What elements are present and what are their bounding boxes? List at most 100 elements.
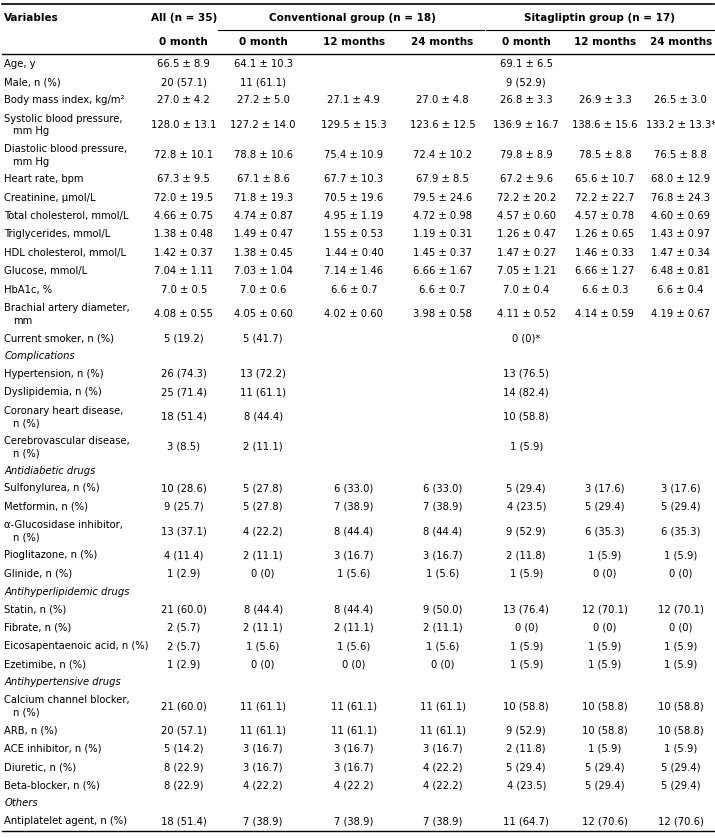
Text: 3 (16.7): 3 (16.7) [334, 763, 374, 773]
Text: Conventional group (n = 18): Conventional group (n = 18) [269, 13, 435, 23]
Text: 1 (5.6): 1 (5.6) [247, 641, 280, 651]
Text: 26.9 ± 3.3: 26.9 ± 3.3 [578, 96, 631, 106]
Text: Glinide, n (%): Glinide, n (%) [4, 569, 72, 579]
Text: 3 (16.7): 3 (16.7) [334, 744, 374, 754]
Text: 4 (22.2): 4 (22.2) [423, 781, 463, 791]
Text: 10 (58.8): 10 (58.8) [503, 411, 549, 422]
Text: 72.8 ± 10.1: 72.8 ± 10.1 [154, 150, 213, 160]
Text: 11 (61.1): 11 (61.1) [240, 726, 286, 736]
Text: 11 (61.1): 11 (61.1) [420, 701, 465, 711]
Text: Age, y: Age, y [4, 59, 36, 69]
Text: Systolic blood pressure,: Systolic blood pressure, [4, 114, 123, 124]
Text: 13 (37.1): 13 (37.1) [161, 526, 207, 536]
Text: 10 (58.8): 10 (58.8) [582, 701, 628, 711]
Text: 4.08 ± 0.55: 4.08 ± 0.55 [154, 309, 213, 319]
Text: 1.43 ± 0.97: 1.43 ± 0.97 [651, 230, 710, 240]
Text: 4.57 ± 0.60: 4.57 ± 0.60 [497, 211, 556, 221]
Text: 6 (33.0): 6 (33.0) [423, 484, 462, 494]
Text: 5 (29.4): 5 (29.4) [585, 763, 625, 773]
Text: 12 (70.6): 12 (70.6) [582, 816, 628, 826]
Text: 13 (72.2): 13 (72.2) [240, 369, 286, 379]
Text: 72.4 ± 10.2: 72.4 ± 10.2 [413, 150, 472, 160]
Text: 7.0 ± 0.4: 7.0 ± 0.4 [503, 285, 549, 295]
Text: 0 month: 0 month [159, 37, 208, 47]
Text: 20 (57.1): 20 (57.1) [161, 77, 207, 87]
Text: 24 months: 24 months [411, 37, 474, 47]
Text: 1.47 ± 0.34: 1.47 ± 0.34 [651, 248, 710, 258]
Text: n (%): n (%) [13, 448, 39, 458]
Text: 10 (58.8): 10 (58.8) [503, 701, 549, 711]
Text: Ezetimibe, n (%): Ezetimibe, n (%) [4, 660, 87, 670]
Text: 72.0 ± 19.5: 72.0 ± 19.5 [154, 193, 213, 203]
Text: mm Hg: mm Hg [13, 127, 49, 137]
Text: 127.2 ± 14.0: 127.2 ± 14.0 [230, 120, 296, 130]
Text: 5 (29.4): 5 (29.4) [585, 502, 625, 512]
Text: 8 (44.4): 8 (44.4) [244, 604, 282, 614]
Text: 7 (38.9): 7 (38.9) [334, 502, 374, 512]
Text: 0 (0): 0 (0) [252, 660, 275, 670]
Text: 11 (61.1): 11 (61.1) [331, 726, 377, 736]
Text: 1 (5.9): 1 (5.9) [588, 744, 621, 754]
Text: 6.48 ± 0.81: 6.48 ± 0.81 [651, 266, 710, 277]
Text: 67.1 ± 8.6: 67.1 ± 8.6 [237, 174, 290, 184]
Text: Statin, n (%): Statin, n (%) [4, 604, 66, 614]
Text: Current smoker, n (%): Current smoker, n (%) [4, 334, 114, 344]
Text: 1.45 ± 0.37: 1.45 ± 0.37 [413, 248, 472, 258]
Text: Antiplatelet agent, n (%): Antiplatelet agent, n (%) [4, 816, 127, 826]
Text: Beta-blocker, n (%): Beta-blocker, n (%) [4, 781, 100, 791]
Text: Eicosapentaenoic acid, n (%): Eicosapentaenoic acid, n (%) [4, 641, 149, 651]
Text: 12 months: 12 months [323, 37, 385, 47]
Text: 8 (22.9): 8 (22.9) [164, 781, 204, 791]
Text: 27.2 ± 5.0: 27.2 ± 5.0 [237, 96, 290, 106]
Text: 0 (0): 0 (0) [593, 569, 616, 579]
Text: 67.9 ± 8.5: 67.9 ± 8.5 [416, 174, 469, 184]
Text: 128.0 ± 13.1: 128.0 ± 13.1 [151, 120, 217, 130]
Text: 72.2 ± 22.7: 72.2 ± 22.7 [575, 193, 635, 203]
Text: 0 (0): 0 (0) [431, 660, 454, 670]
Text: 18 (51.4): 18 (51.4) [161, 411, 207, 422]
Text: Body mass index, kg/m²: Body mass index, kg/m² [4, 96, 125, 106]
Text: 1 (5.9): 1 (5.9) [510, 442, 543, 452]
Text: Pioglitazone, n (%): Pioglitazone, n (%) [4, 551, 97, 561]
Text: 7.03 ± 1.04: 7.03 ± 1.04 [234, 266, 292, 277]
Text: 1 (5.9): 1 (5.9) [664, 660, 697, 670]
Text: Hypertension, n (%): Hypertension, n (%) [4, 369, 104, 379]
Text: 3 (17.6): 3 (17.6) [661, 484, 701, 494]
Text: Complications: Complications [4, 351, 75, 361]
Text: 1 (5.9): 1 (5.9) [664, 641, 697, 651]
Text: 3 (16.7): 3 (16.7) [423, 551, 463, 561]
Text: 7 (38.9): 7 (38.9) [334, 816, 374, 826]
Text: 1.47 ± 0.27: 1.47 ± 0.27 [497, 248, 556, 258]
Text: 9 (50.0): 9 (50.0) [423, 604, 463, 614]
Text: 1.49 ± 0.47: 1.49 ± 0.47 [234, 230, 292, 240]
Text: 6.66 ± 1.67: 6.66 ± 1.67 [413, 266, 473, 277]
Text: 10 (58.8): 10 (58.8) [582, 726, 628, 736]
Text: 27.0 ± 4.8: 27.0 ± 4.8 [416, 96, 469, 106]
Text: 2 (11.1): 2 (11.1) [243, 442, 283, 452]
Text: 18 (51.4): 18 (51.4) [161, 816, 207, 826]
Text: 5 (41.7): 5 (41.7) [243, 334, 283, 344]
Text: 76.5 ± 8.8: 76.5 ± 8.8 [654, 150, 707, 160]
Text: 0 (0): 0 (0) [252, 569, 275, 579]
Text: Diastolic blood pressure,: Diastolic blood pressure, [4, 144, 127, 154]
Text: 4 (11.4): 4 (11.4) [164, 551, 204, 561]
Text: 9 (52.9): 9 (52.9) [506, 726, 546, 736]
Text: Male, n (%): Male, n (%) [4, 77, 61, 87]
Text: 138.6 ± 15.6: 138.6 ± 15.6 [572, 120, 638, 130]
Text: 2 (11.1): 2 (11.1) [334, 623, 374, 633]
Text: 1 (2.9): 1 (2.9) [167, 660, 200, 670]
Text: 8 (44.4): 8 (44.4) [335, 526, 373, 536]
Text: Total cholesterol, mmol/L: Total cholesterol, mmol/L [4, 211, 129, 221]
Text: mm Hg: mm Hg [13, 157, 49, 167]
Text: 11 (61.1): 11 (61.1) [420, 726, 465, 736]
Text: 1.26 ± 0.65: 1.26 ± 0.65 [576, 230, 634, 240]
Text: 4 (23.5): 4 (23.5) [506, 502, 546, 512]
Text: 67.2 ± 9.6: 67.2 ± 9.6 [500, 174, 553, 184]
Text: 66.5 ± 8.9: 66.5 ± 8.9 [157, 59, 210, 69]
Text: 26.8 ± 3.3: 26.8 ± 3.3 [500, 96, 553, 106]
Text: 8 (44.4): 8 (44.4) [335, 604, 373, 614]
Text: 3 (16.7): 3 (16.7) [243, 763, 283, 773]
Text: 8 (44.4): 8 (44.4) [423, 526, 462, 536]
Text: 9 (52.9): 9 (52.9) [506, 526, 546, 536]
Text: 9 (52.9): 9 (52.9) [506, 77, 546, 87]
